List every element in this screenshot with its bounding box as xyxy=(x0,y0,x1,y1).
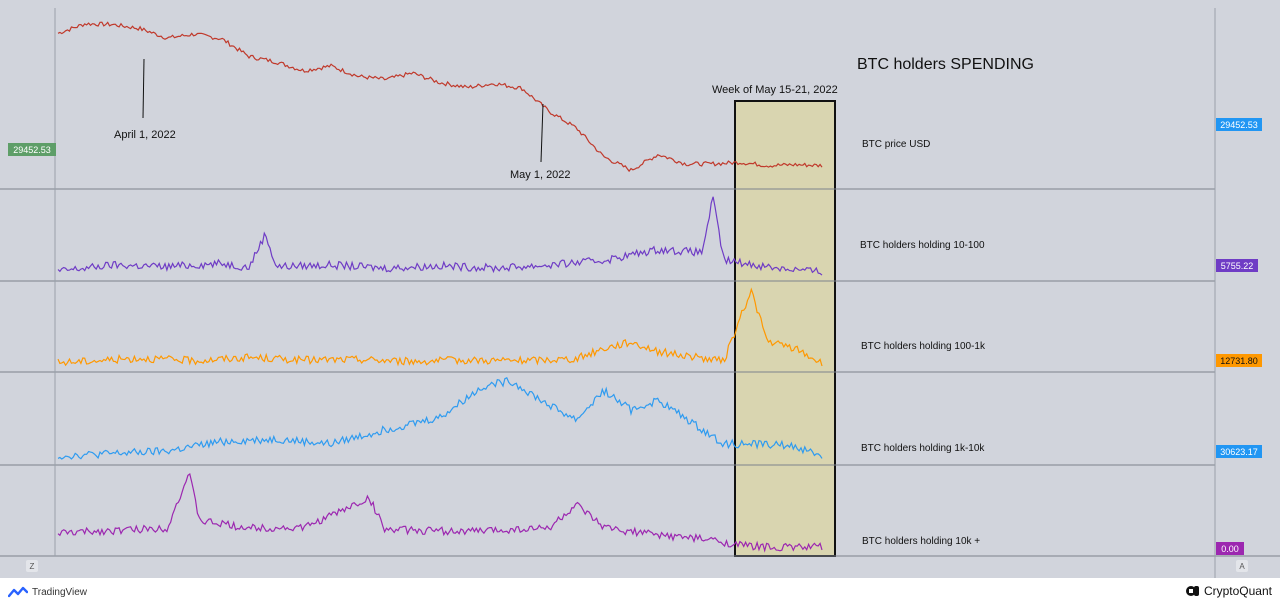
tradingview-label: TradingView xyxy=(32,586,88,598)
may-annotation: May 1, 2022 xyxy=(510,169,571,181)
series-label-price: BTC price USD xyxy=(862,139,930,150)
cryptoquant-brand[interactable]: CryptoQuant xyxy=(1185,583,1272,599)
left-corner-button-bg[interactable] xyxy=(26,560,38,572)
april-annotation: April 1, 2022 xyxy=(114,129,176,141)
footer: TradingView CryptoQuant xyxy=(0,578,1280,605)
series-label-1k-10k: BTC holders holding 1k-10k xyxy=(861,443,985,454)
holders-100-1k-line xyxy=(57,287,823,367)
chart-svg[interactable]: BTC holders SPENDING April 1, 2022 May 1… xyxy=(0,0,1280,578)
tradingview-brand[interactable]: TradingView xyxy=(8,584,87,600)
s3-value-tag: 30623.17 xyxy=(1220,447,1258,457)
holders-10k-line xyxy=(57,472,823,553)
tradingview-logo-icon xyxy=(8,586,28,598)
price-left-tag-bg xyxy=(8,143,56,156)
cryptoquant-logo-icon xyxy=(1185,585,1200,597)
series-label-10-100: BTC holders holding 10-100 xyxy=(860,240,985,251)
chart-area[interactable]: BTC holders SPENDING April 1, 2022 May 1… xyxy=(0,0,1280,578)
holders-1k-10k-line xyxy=(57,376,823,460)
series-label-10k: BTC holders holding 10k + xyxy=(862,536,980,547)
highlight-week-box xyxy=(734,100,836,557)
holders-10-100-line xyxy=(57,196,823,276)
s4-value-tag-bg xyxy=(1216,542,1244,555)
may-pointer-line xyxy=(540,103,544,163)
series-label-100-1k: BTC holders holding 100-1k xyxy=(861,341,986,352)
chart-title: BTC holders SPENDING xyxy=(857,56,1034,73)
price-value-tag: 29452.53 xyxy=(1220,120,1258,130)
price-left-tag: 29452.53 xyxy=(13,145,51,155)
week-annotation: Week of May 15-21, 2022 xyxy=(712,84,838,96)
april-pointer-line xyxy=(142,58,145,119)
s2-value-tag: 12731.80 xyxy=(1220,356,1258,366)
s1-value-tag: 5755.22 xyxy=(1221,261,1254,271)
price-value-tag-bg xyxy=(1216,118,1262,131)
s1-value-tag-bg xyxy=(1216,259,1258,272)
right-corner-button[interactable]: A xyxy=(1239,562,1245,571)
cryptoquant-label: CryptoQuant xyxy=(1203,584,1272,598)
left-corner-button[interactable]: Z xyxy=(30,562,35,571)
right-corner-button-bg[interactable] xyxy=(1236,560,1248,572)
btc-price-line xyxy=(57,21,823,173)
s2-value-tag-bg xyxy=(1216,354,1262,367)
s3-value-tag-bg xyxy=(1216,445,1262,458)
s4-value-tag: 0.00 xyxy=(1221,544,1239,554)
